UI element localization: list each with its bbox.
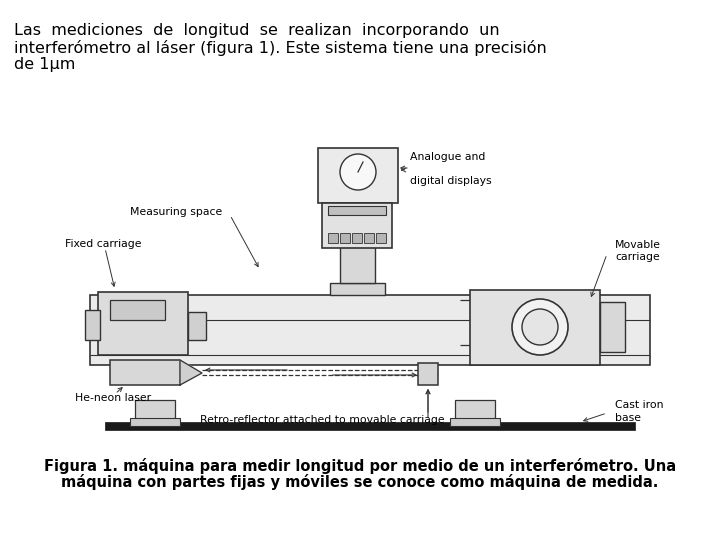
Bar: [328, 206, 386, 215]
Circle shape: [512, 299, 568, 355]
Bar: [105, 422, 635, 430]
Bar: [98, 292, 188, 355]
Circle shape: [340, 154, 376, 190]
Text: máquina con partes fijas y móviles se conoce como máquina de medida.: máquina con partes fijas y móviles se co…: [61, 474, 659, 490]
Bar: [600, 302, 625, 352]
Bar: [85, 310, 100, 340]
Text: carriage: carriage: [615, 252, 660, 262]
Bar: [110, 360, 180, 385]
Bar: [455, 400, 495, 422]
Text: Movable: Movable: [615, 240, 661, 250]
Bar: [352, 233, 362, 243]
Text: He-neon laser: He-neon laser: [75, 393, 151, 403]
Text: base: base: [615, 413, 641, 423]
Bar: [322, 203, 392, 248]
Bar: [188, 312, 206, 340]
Bar: [470, 290, 600, 365]
Text: digital displays: digital displays: [410, 176, 492, 186]
Bar: [340, 233, 350, 243]
Text: Retro-reflector attached to movable carriage: Retro-reflector attached to movable carr…: [200, 415, 445, 425]
Bar: [340, 203, 375, 283]
Bar: [318, 148, 398, 203]
Text: Fixed carriage: Fixed carriage: [65, 239, 142, 249]
Bar: [135, 400, 175, 422]
Text: Measuring space: Measuring space: [130, 207, 222, 217]
Bar: [110, 300, 165, 320]
Bar: [90, 295, 650, 365]
Polygon shape: [180, 360, 202, 385]
Bar: [328, 233, 338, 243]
Text: Las  mediciones  de  longitud  se  realizan  incorporando  un: Las mediciones de longitud se realizan i…: [14, 23, 500, 38]
Text: Cast iron: Cast iron: [615, 400, 664, 410]
Text: Figura 1. máquina para medir longitud por medio de un interferómetro. Una: Figura 1. máquina para medir longitud po…: [44, 458, 676, 474]
Bar: [364, 233, 374, 243]
Bar: [450, 418, 500, 426]
Text: interferómetro al láser (figura 1). Este sistema tiene una precisión: interferómetro al láser (figura 1). Este…: [14, 40, 546, 56]
Bar: [330, 283, 385, 295]
Circle shape: [522, 309, 558, 345]
Bar: [376, 233, 386, 243]
Text: Analogue and: Analogue and: [410, 152, 485, 162]
Bar: [418, 363, 438, 385]
Text: de 1μm: de 1μm: [14, 57, 76, 72]
Bar: [130, 418, 180, 426]
